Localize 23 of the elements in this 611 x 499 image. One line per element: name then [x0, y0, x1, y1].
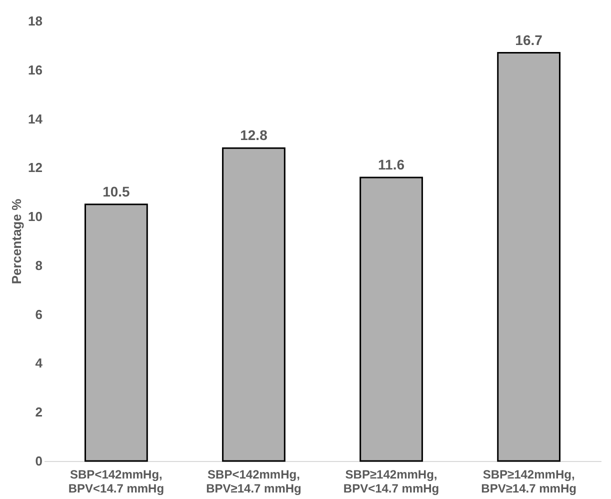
- y-tick-label: 6: [35, 306, 42, 322]
- y-tick-label: 8: [35, 258, 42, 273]
- bar: [497, 52, 560, 462]
- x-tick-label: SBP<142mmHg, BPV≥14.7 mmHg: [206, 468, 302, 496]
- data-label: 12.8: [240, 127, 268, 144]
- y-tick-label: 0: [35, 454, 42, 468]
- y-axis-title: Percentage %: [9, 198, 24, 284]
- bar: [222, 147, 286, 462]
- data-label: 16.7: [515, 32, 543, 48]
- y-tick-label: 2: [35, 404, 42, 420]
- y-tick-label: 12: [28, 160, 42, 176]
- x-tick-label: SBP≥142mmHg, BPV<14.7 mmHg: [343, 468, 440, 496]
- bar: [84, 204, 148, 462]
- bar: [360, 176, 423, 462]
- y-tick-label: 16: [28, 62, 42, 78]
- data-label: 11.6: [378, 156, 405, 172]
- y-tick-label: 14: [28, 111, 44, 126]
- x-tick-label: SBP<142mmHg, BPV<14.7 mmHg: [68, 468, 164, 496]
- data-label: 10.5: [102, 183, 130, 200]
- x-tick-label: SBP≥142mmHg, BPV≥14.7 mmHg: [481, 468, 576, 496]
- y-tick-label: 4: [35, 356, 44, 371]
- y-tick-label: 18: [28, 14, 42, 28]
- y-tick-label: 10: [28, 209, 42, 224]
